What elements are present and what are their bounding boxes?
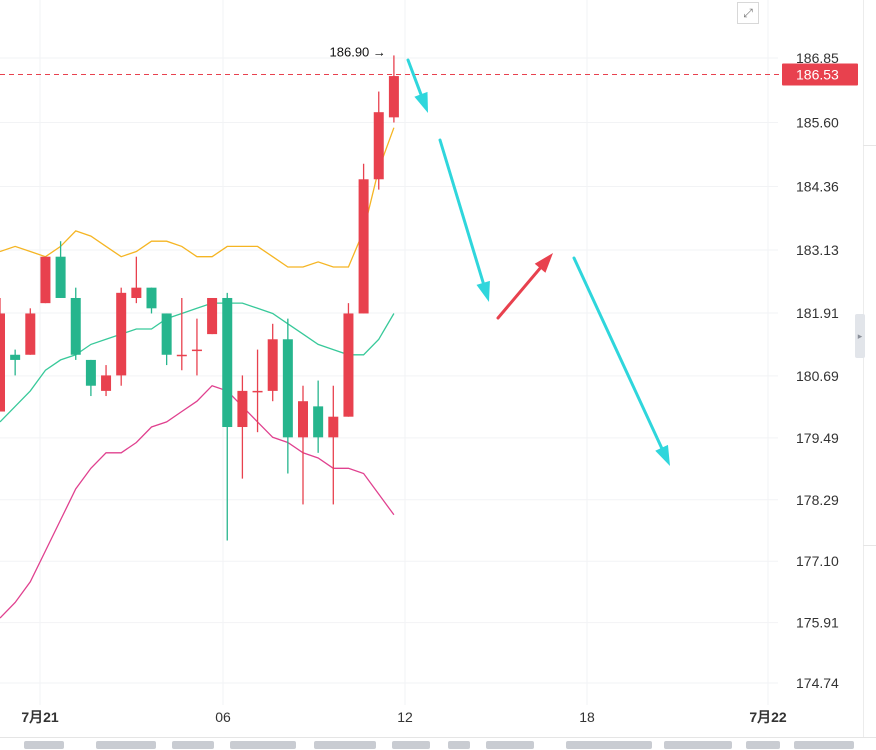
band-middle-line [0, 302, 395, 423]
toolbar-item[interactable] [448, 741, 470, 749]
candle-body [388, 76, 399, 118]
time-tick-label: 7月22 [749, 709, 787, 725]
price-tick-label: 180.69 [796, 368, 839, 384]
candle-body [70, 297, 81, 355]
candle-body [282, 339, 293, 438]
candle-body [222, 297, 233, 428]
fullscreen-icon[interactable]: ⤢ [737, 2, 759, 24]
price-tick-label: 183.13 [796, 242, 839, 258]
right-side-panel [863, 0, 876, 749]
toolbar-item[interactable] [664, 741, 732, 749]
candle-body [40, 256, 51, 304]
chevron-right-icon[interactable]: ▸ [855, 314, 865, 358]
current-price-label: 186.53 [796, 67, 839, 83]
candle-body [176, 354, 187, 357]
price-tick-label: 186.85 [796, 50, 839, 66]
time-axis: 7月21 06 12 18 7月22 [21, 709, 787, 725]
price-tick-label: 179.49 [796, 430, 839, 446]
toolbar-item[interactable] [96, 741, 156, 749]
toolbar-item[interactable] [392, 741, 430, 749]
annotation-arrow-shaft [406, 58, 423, 96]
annotation-arrow-head [476, 280, 490, 302]
candle-body [358, 179, 369, 314]
panel-divider [863, 145, 876, 146]
candle-body [267, 339, 278, 391]
candle-body [191, 349, 202, 352]
time-tick-label: 7月21 [21, 709, 59, 725]
candle-body [116, 292, 127, 376]
annotation-arrow-head [655, 444, 670, 466]
high-marker: 186.90 → [330, 44, 386, 59]
candle-body [373, 112, 384, 180]
candle-body [55, 256, 66, 298]
candle-body [101, 375, 112, 391]
price-tick-label: 175.91 [796, 615, 839, 631]
toolbar-item[interactable] [230, 741, 296, 749]
price-axis: 186.85 185.60 184.36 183.13 181.91 180.69 179.… [796, 50, 839, 691]
band-upper-line [0, 127, 395, 268]
annotation-arrow-shaft [572, 256, 664, 450]
price-tick-label: 178.29 [796, 492, 839, 508]
toolbar-item[interactable] [24, 741, 64, 749]
candles [0, 55, 399, 541]
annotation-arrows [406, 58, 670, 466]
candle-body [252, 390, 263, 393]
toolbar-item[interactable] [314, 741, 376, 749]
candle-body [298, 401, 308, 438]
candle-body [313, 406, 324, 438]
band-lower-line [0, 384, 395, 619]
toolbar-item[interactable] [794, 741, 854, 749]
candle-body [343, 313, 354, 417]
price-tick-label: 177.10 [796, 553, 839, 569]
candle-body [237, 390, 248, 428]
panel-divider [863, 545, 876, 546]
price-tick-label: 185.60 [796, 115, 839, 131]
annotation-arrow-head [534, 253, 553, 273]
toolbar-item[interactable] [172, 741, 214, 749]
candle-body [207, 297, 218, 335]
current-price-line: 186.53 [0, 63, 858, 86]
candle-body [131, 287, 142, 298]
annotation-arrow-shaft [438, 138, 485, 285]
high-marker-label: 186.90 → [330, 44, 386, 59]
toolbar-item[interactable] [486, 741, 534, 749]
current-price-label-bg [782, 63, 858, 86]
candle-body [146, 287, 157, 309]
price-tick-label: 174.74 [796, 675, 839, 691]
indicator-toolbar [0, 737, 876, 750]
candle-body [85, 359, 96, 386]
candle-body [328, 416, 339, 438]
candle-body [161, 313, 172, 355]
annotation-arrow-shaft [496, 266, 542, 320]
time-tick-label: 06 [215, 709, 231, 725]
price-tick-label: 181.91 [796, 305, 839, 321]
toolbar-item[interactable] [566, 741, 652, 749]
candle-body [0, 313, 5, 412]
toolbar-item[interactable] [746, 741, 780, 749]
price-tick-label: 184.36 [796, 179, 839, 195]
time-tick-label: 12 [397, 709, 413, 725]
candle-body [10, 354, 21, 360]
bollinger-bands [0, 127, 395, 619]
candle-body [25, 313, 36, 355]
annotation-arrow-head [414, 91, 428, 113]
time-tick-label: 18 [579, 709, 595, 725]
